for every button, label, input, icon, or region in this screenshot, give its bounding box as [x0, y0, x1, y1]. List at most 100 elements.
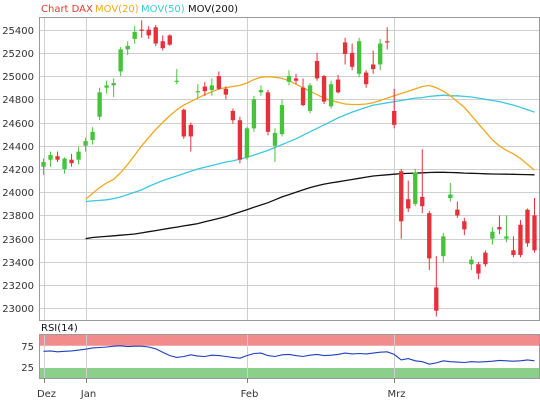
candle-body [251, 99, 257, 129]
y-tick-label: 24200 [2, 165, 34, 176]
rsi-band [40, 367, 539, 378]
mov50-series [85, 94, 535, 203]
candle-body [230, 110, 236, 121]
candle-body [307, 85, 313, 111]
main-y-axis: 23000 23200 23400 23600 23800 24000 24200 24400… [2, 26, 34, 315]
candle-body [160, 41, 165, 49]
x-tick-label: Mrz [388, 389, 406, 400]
candle-body [293, 78, 299, 81]
candle-body [258, 90, 264, 93]
candle-body [265, 92, 271, 132]
candle-body [188, 124, 193, 137]
y-tick-label: 25400 [2, 26, 34, 37]
x-tick-label: Jan [80, 389, 96, 400]
candle-body [497, 227, 502, 230]
y-tick-label: 24000 [2, 188, 34, 199]
candle-body [462, 221, 467, 230]
x-tick-label: Feb [241, 389, 259, 400]
candle-body [532, 215, 537, 251]
mov200-series [85, 171, 535, 240]
candle-body [41, 162, 46, 167]
y-tick-label: 23200 [2, 281, 34, 292]
candle-body [363, 72, 369, 85]
rsi-tick-label: 25 [21, 363, 34, 374]
candles [41, 20, 537, 317]
candle-body [181, 109, 186, 137]
legend: Chart DAX MOV(20) MOV(50) MOV(200) [41, 4, 238, 15]
candle-body [153, 27, 158, 44]
candle-body [202, 86, 208, 92]
y-tick-label: 25200 [2, 49, 34, 60]
candle-body [97, 92, 102, 117]
main-grid [40, 18, 539, 320]
rsi-bands [40, 335, 539, 378]
candle-body [244, 128, 250, 158]
y-tick-label: 23000 [2, 304, 34, 315]
legend-main: Chart DAX [41, 4, 93, 15]
candle-body [385, 41, 390, 43]
candle-body [146, 29, 151, 36]
legend-mov50: MOV(50) [141, 4, 185, 15]
candle-body [328, 84, 334, 107]
candle-body [125, 45, 130, 50]
candle-body [349, 52, 355, 67]
candle-body [209, 85, 215, 91]
y-tick-label: 24400 [2, 142, 34, 153]
candle-body [335, 79, 341, 93]
candle-body [413, 172, 418, 204]
candle-body [406, 199, 411, 209]
candle-body [448, 194, 453, 199]
candle-body [469, 259, 474, 265]
candle-body [314, 60, 320, 79]
y-tick-label: 25000 [2, 72, 34, 83]
candle-body [483, 252, 488, 265]
candle-body [427, 213, 432, 259]
y-tick-label: 24600 [2, 119, 34, 130]
candle-body [139, 29, 144, 31]
legend-mov20: MOV(20) [95, 4, 139, 15]
candle-body [476, 264, 481, 274]
candle-body [69, 159, 74, 164]
candle-body [490, 231, 495, 239]
candle-body [118, 49, 123, 72]
candle-body [525, 209, 530, 244]
candle-body [132, 31, 137, 39]
candle-body [420, 196, 425, 207]
candle-body [511, 250, 516, 255]
rsi-series [43, 345, 535, 365]
candle-body [279, 105, 285, 135]
candle-body [321, 76, 327, 102]
candle-body [48, 155, 53, 160]
candle-body [104, 85, 109, 88]
candle-body [392, 110, 397, 125]
y-tick-label: 23800 [2, 211, 34, 222]
candle-body [223, 88, 229, 95]
rsi-tick-label: 75 [21, 342, 34, 353]
candle-body [237, 120, 243, 160]
candle-body [90, 131, 95, 140]
candle-body [455, 209, 460, 216]
candle-body [195, 91, 200, 93]
candle-body [370, 64, 376, 70]
y-tick-label: 23400 [2, 258, 34, 269]
mov200-line [85, 171, 535, 240]
candle-body [399, 171, 404, 222]
candle-body [286, 76, 292, 82]
candle-body [167, 35, 172, 45]
candle-body [441, 236, 446, 257]
candle-body [518, 224, 523, 255]
x-axis: Dez Jan Feb Mrz [37, 378, 406, 400]
rsi-band [40, 335, 539, 346]
rsi-y-axis: 25 75 [21, 342, 34, 374]
rsi-line [43, 345, 535, 365]
candle-body [272, 132, 278, 146]
rsi-title: RSI(14) [41, 323, 78, 334]
mov50-line [85, 94, 535, 203]
candle-body [300, 87, 306, 106]
candle-body [76, 151, 81, 160]
candle-body [174, 80, 179, 82]
candle-body [504, 236, 509, 239]
candle-body [111, 83, 116, 86]
